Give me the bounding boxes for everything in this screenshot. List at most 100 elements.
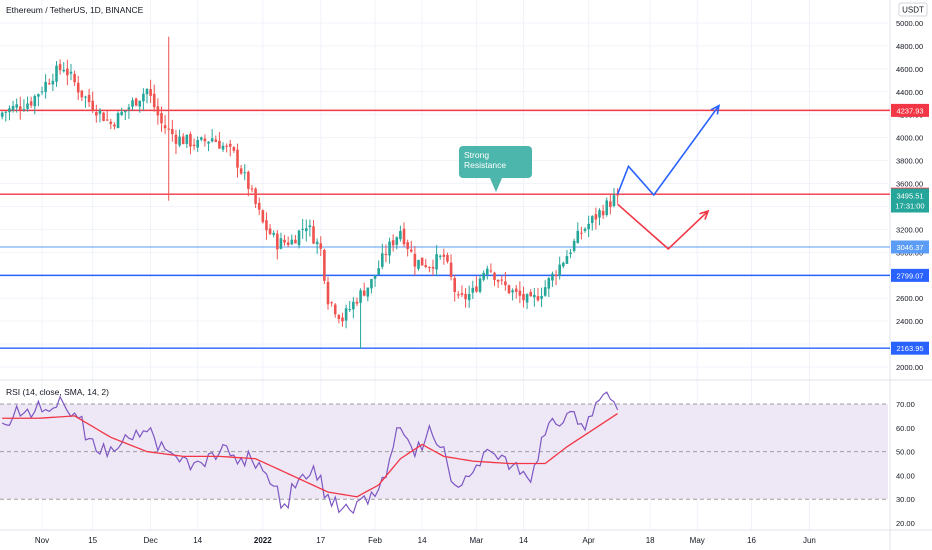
candle-body	[47, 83, 51, 85]
candle-body	[156, 106, 160, 116]
candle-body	[464, 293, 467, 300]
level-price-tag[interactable]	[891, 341, 929, 355]
level-price-label: 2799.07	[896, 271, 923, 280]
candle-body	[105, 119, 109, 121]
candle-body	[26, 103, 29, 109]
candle-body	[475, 286, 478, 292]
last-price-label: 3495.51	[896, 192, 923, 201]
candle-body	[174, 134, 178, 144]
candle-body	[348, 309, 352, 311]
candle-body	[283, 239, 286, 243]
candle-body	[225, 145, 228, 147]
candle-body	[8, 108, 11, 113]
level-price-tag[interactable]	[891, 103, 929, 117]
candle-body	[221, 145, 225, 150]
candle-body	[547, 278, 551, 289]
level-price-tag[interactable]	[891, 268, 929, 282]
callout-text: Strong	[464, 150, 489, 160]
candle-body	[142, 93, 145, 102]
last-price-tag[interactable]	[891, 188, 929, 213]
price-tick-label: 4000.00	[896, 134, 923, 143]
candle-body	[409, 249, 413, 252]
candle-body	[200, 137, 203, 140]
candle-body	[370, 279, 373, 289]
candle-body	[239, 168, 243, 174]
candle-body	[152, 93, 156, 108]
price-tick-label: 4600.00	[896, 65, 923, 74]
candle-body	[11, 105, 15, 111]
candle-body	[457, 294, 460, 296]
candle-body	[330, 302, 333, 304]
candle-body	[33, 95, 37, 107]
rsi-tick-label: 70.00	[896, 400, 915, 409]
candle-body	[62, 69, 66, 72]
candle-body	[37, 94, 40, 97]
candle-body	[391, 240, 395, 246]
horizontal-levels[interactable]	[0, 109, 890, 349]
candle-body	[569, 252, 572, 254]
candlestick-series	[0, 36, 619, 349]
price-tick-label: 3600.00	[896, 180, 923, 189]
level-price-label: 2163.95	[896, 344, 923, 353]
bearish-arrowhead	[699, 209, 710, 220]
level-price-label: 4237.93	[896, 106, 923, 115]
countdown-label: 17:31:00	[895, 202, 924, 211]
candle-body	[514, 288, 518, 292]
candle-body	[116, 113, 120, 129]
candle-body	[51, 80, 55, 85]
candle-body	[413, 253, 417, 267]
projection-arrows[interactable]	[616, 104, 721, 250]
candle-body	[304, 228, 308, 232]
price-tick-label: 2600.00	[896, 294, 923, 303]
currency-badge[interactable]: USDT	[898, 2, 928, 17]
candle-body	[525, 294, 529, 303]
candle-body	[87, 94, 91, 103]
candle-body	[500, 279, 504, 281]
candle-body	[250, 188, 254, 190]
time-axis[interactable]: Nov 15 Dec 14 2022 17 Feb 14 Mar 14 Apr 18 May 16 Jun	[35, 536, 816, 545]
time-tick-label: 15	[88, 536, 97, 545]
candle-body	[580, 232, 583, 234]
candle-body	[518, 290, 522, 296]
candle-body	[131, 100, 134, 107]
candle-body	[102, 112, 105, 122]
candle-body	[417, 259, 420, 269]
candle-body	[428, 267, 431, 269]
time-tick-label: 14	[519, 536, 528, 545]
candle-body	[189, 134, 192, 147]
candle-body	[243, 172, 247, 174]
candle-body	[196, 140, 199, 148]
candle-body	[446, 255, 449, 262]
candle-body	[203, 138, 207, 142]
time-tick-label: 16	[747, 536, 756, 545]
candle-body	[66, 68, 69, 76]
callout-box[interactable]	[459, 146, 532, 178]
candle-body	[192, 144, 196, 147]
price-tick-label: 3200.00	[896, 225, 923, 234]
time-tick-label: May	[690, 536, 705, 545]
candle-body	[471, 287, 475, 293]
candle-body	[359, 290, 362, 303]
candle-body	[167, 128, 171, 130]
candle-body	[554, 274, 558, 276]
candle-body	[529, 291, 533, 297]
candle-body	[333, 304, 337, 315]
bearish-projection-line[interactable]	[617, 203, 709, 250]
candle-body	[496, 279, 500, 282]
candle-body	[113, 124, 116, 127]
price-axis[interactable]: 2000.002200.002400.002600.002800.003000.…	[891, 19, 929, 528]
candle-body	[594, 214, 598, 220]
candle-body	[290, 239, 294, 245]
candle-body	[15, 104, 18, 108]
callout-text: Resistance	[464, 160, 506, 170]
candle-body	[467, 293, 471, 301]
bullish-projection-line[interactable]	[616, 105, 720, 197]
candle-body	[384, 253, 388, 256]
candle-body	[4, 111, 8, 113]
candle-body	[438, 255, 442, 257]
candle-body	[185, 134, 189, 145]
level-price-tag[interactable]	[891, 240, 929, 254]
candle-body	[207, 141, 210, 144]
